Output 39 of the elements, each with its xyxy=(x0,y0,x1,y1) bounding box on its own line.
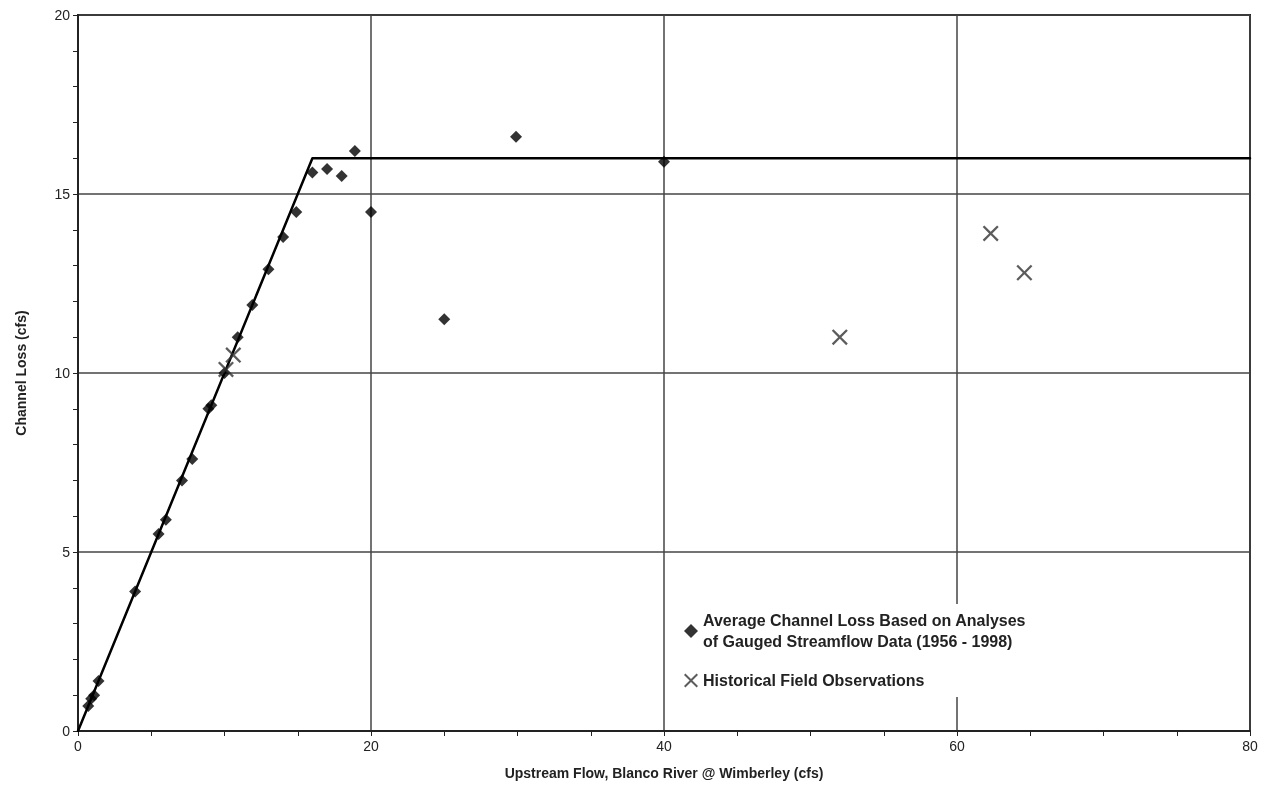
point xyxy=(152,528,165,541)
point xyxy=(321,162,334,175)
legend-label: Historical Field Observations xyxy=(703,672,925,689)
x-tick-label: 80 xyxy=(1242,738,1258,754)
point xyxy=(290,205,303,218)
point xyxy=(217,361,234,378)
point xyxy=(831,329,848,346)
point xyxy=(306,166,319,179)
point xyxy=(231,331,244,344)
x-tick-label: 40 xyxy=(656,738,672,754)
y-tick-label: 0 xyxy=(62,723,71,739)
x-tick-label: 0 xyxy=(74,738,83,754)
point xyxy=(246,298,259,311)
point xyxy=(658,155,670,168)
point xyxy=(159,513,172,526)
x-tick-label: 60 xyxy=(949,738,965,754)
point xyxy=(365,205,377,218)
point xyxy=(982,225,999,242)
point xyxy=(225,347,242,364)
point xyxy=(186,452,199,465)
x-axis-title: Upstream Flow, Blanco River @ Wimberley (cfs) xyxy=(504,765,824,781)
y-tick-label: 10 xyxy=(54,365,71,381)
point xyxy=(348,145,361,158)
point xyxy=(129,585,142,598)
y-tick-label: 5 xyxy=(62,544,71,560)
y-axis-title: Channel Loss (cfs) xyxy=(13,310,29,436)
point xyxy=(262,263,275,276)
y-tick-label: 15 xyxy=(54,186,71,202)
point xyxy=(277,230,290,243)
point xyxy=(176,474,189,487)
point xyxy=(92,674,105,687)
point xyxy=(510,130,523,143)
point xyxy=(82,699,95,712)
x-tick-label: 20 xyxy=(363,738,379,754)
point xyxy=(335,170,348,183)
y-tick-label: 20 xyxy=(54,7,71,23)
point xyxy=(438,313,451,326)
point xyxy=(1016,264,1033,281)
legend-label: Average Channel Loss Based on Analyses of Gauged Streamflow Data (1956 - 1998) xyxy=(703,612,1030,650)
